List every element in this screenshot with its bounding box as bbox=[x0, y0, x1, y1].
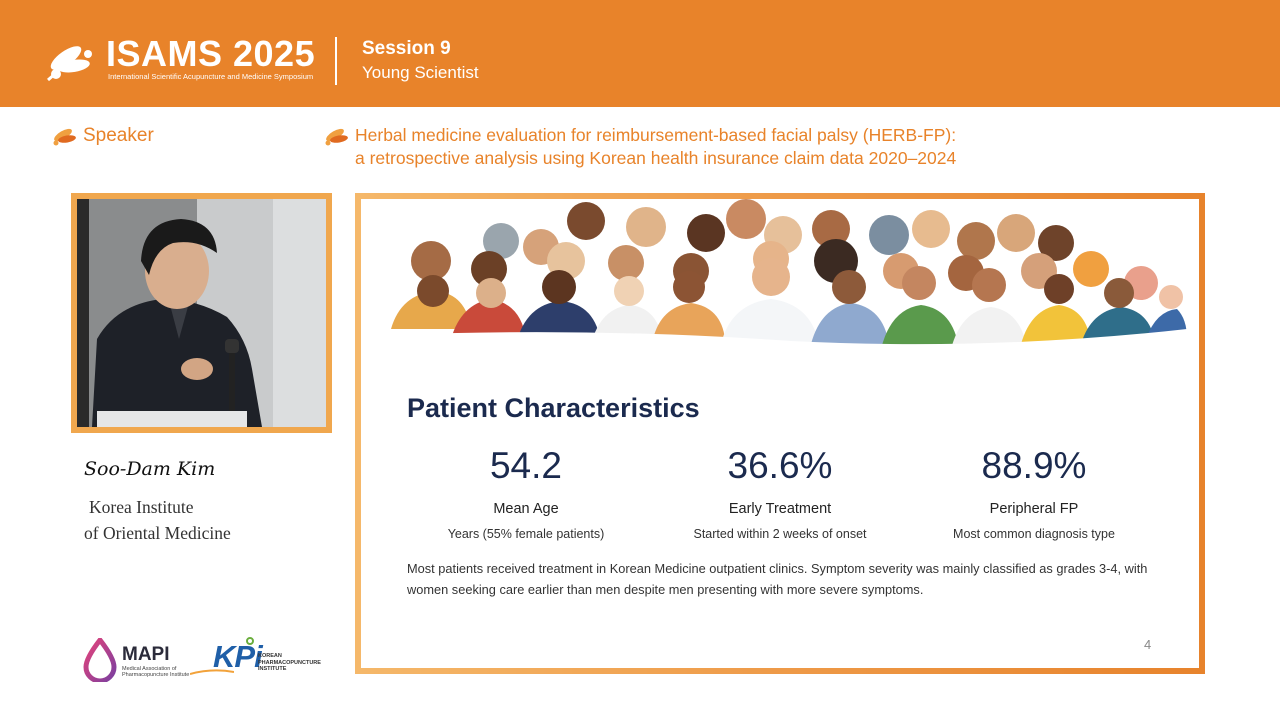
leaf-bullet-icon bbox=[53, 128, 76, 146]
leaf-bullet-icon bbox=[325, 128, 348, 146]
crowd-front-row bbox=[391, 291, 1187, 349]
stat-label: Mean Age bbox=[493, 501, 559, 517]
stat-description: Most common diagnosis type bbox=[953, 527, 1115, 541]
crowd-front-heads bbox=[417, 258, 1183, 309]
stat-label: Peripheral FP bbox=[989, 501, 1079, 517]
kpi-logo-text: KPi bbox=[213, 639, 263, 674]
stat-description: Started within 2 weeks of onset bbox=[693, 527, 867, 541]
speaker-video[interactable] bbox=[77, 199, 326, 427]
speaker-name: Soo-Dam Kim bbox=[84, 458, 216, 480]
stat-value: 36.6% bbox=[727, 445, 833, 486]
talk-title: Herbal medicine evaluation for reimburse… bbox=[355, 124, 956, 170]
speaker-section-label: Speaker bbox=[83, 125, 154, 146]
session-subtitle: Young Scientist bbox=[362, 63, 479, 82]
mapi-logo-icon bbox=[83, 638, 117, 682]
stat-early-treatment: 36.6% Early Treatment Started within 2 w… bbox=[655, 445, 905, 542]
session-title: Session 9 bbox=[362, 38, 451, 59]
speaker-org-line-2: of Oriental Medicine bbox=[84, 523, 231, 543]
brand-subtitle: International Scientific Acupuncture and… bbox=[108, 72, 314, 81]
kpi-dot-icon bbox=[246, 637, 254, 645]
mapi-logo-text: MAPI bbox=[122, 644, 170, 665]
kpi-swoosh-icon bbox=[190, 669, 234, 675]
slide: Patient Characteristics 54.2 Mean Age Ye… bbox=[361, 199, 1199, 668]
speaker-org-line-1: Korea Institute bbox=[89, 497, 194, 517]
slide-page-number: 4 bbox=[1144, 637, 1152, 652]
stat-value: 88.9% bbox=[981, 445, 1087, 486]
header-bar: ISAMS 2025 International Scientific Acup… bbox=[0, 0, 1280, 107]
crowd-illustration bbox=[391, 199, 1187, 351]
stat-value: 54.2 bbox=[489, 445, 562, 486]
talk-title-line-2: a retrospective analysis using Korean he… bbox=[355, 148, 957, 168]
stat-description: Years (55% female patients) bbox=[447, 527, 605, 541]
stat-label: Early Treatment bbox=[728, 501, 832, 517]
header-divider bbox=[335, 37, 337, 85]
slide-summary-note: Most patients received treatment in Kore… bbox=[407, 561, 1148, 597]
isams-logo-icon bbox=[47, 46, 92, 82]
speaker-video-image bbox=[77, 199, 326, 427]
slide-heading: Patient Characteristics bbox=[407, 393, 700, 423]
crowd-back-row bbox=[483, 199, 1074, 265]
stat-peripheral-fp: 88.9% Peripheral FP Most common diagnosi… bbox=[909, 445, 1159, 542]
talk-title-line-1: Herbal medicine evaluation for reimburse… bbox=[355, 125, 957, 145]
mapi-logo-subtitle: Medical Association of Pharmacopuncture … bbox=[122, 666, 190, 678]
stat-mean-age: 54.2 Mean Age Years (55% female patients… bbox=[401, 445, 651, 542]
brand-title: ISAMS 2025 bbox=[106, 33, 316, 74]
kpi-logo-subtitle: KOREAN PHARMACOPUNCTURE INSTITUTE bbox=[258, 653, 321, 672]
